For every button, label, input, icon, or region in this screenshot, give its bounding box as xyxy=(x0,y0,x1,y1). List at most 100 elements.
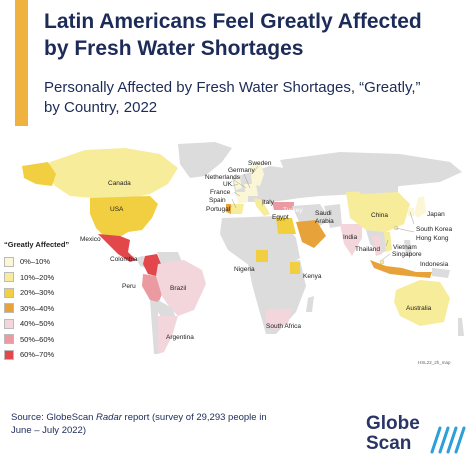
singapore-dot xyxy=(379,259,385,265)
legend-item: 30%–40% xyxy=(4,301,74,317)
label-singapore: Singapore xyxy=(392,251,422,258)
label-spain: Spain xyxy=(209,197,226,204)
legend-swatch xyxy=(4,334,14,345)
legend-item: 40%–50% xyxy=(4,316,74,332)
logo-word-1: Globe xyxy=(366,413,420,434)
legend-label: 60%–70% xyxy=(20,350,55,360)
source-suffix: report (survey of 29,293 people in xyxy=(121,412,267,423)
nigeria-shape xyxy=(256,250,268,262)
russia-shape xyxy=(280,152,462,198)
legend-label: 10%–20% xyxy=(20,272,55,282)
china-shape xyxy=(346,190,410,232)
chile-shape xyxy=(150,300,158,354)
france-shape xyxy=(236,192,248,204)
label-south-africa: South Africa xyxy=(266,323,302,330)
canada-shape xyxy=(46,148,178,198)
label-mexico: Mexico xyxy=(80,236,101,243)
label-italy: Italy xyxy=(262,199,274,206)
label-usa: USA xyxy=(110,206,124,213)
legend-swatch xyxy=(4,349,14,360)
alaska-shape xyxy=(22,162,56,186)
turkey-shape xyxy=(272,202,294,210)
sub-saharan-africa-shape xyxy=(248,260,306,334)
logo-mark-icon xyxy=(430,426,466,454)
south-africa-shape xyxy=(266,308,292,330)
title-line-1: Latin Americans Feel Greatly Affected xyxy=(44,10,422,33)
source-line-2: June – July 2022) xyxy=(11,425,86,436)
label-vietnam: Vietnam xyxy=(393,244,417,251)
label-thailand: Thailand xyxy=(355,246,380,253)
label-hong-kong: Hong Kong xyxy=(416,235,449,242)
legend-item: 20%–30% xyxy=(4,285,74,301)
page-title: Latin Americans Feel Greatly Affected by… xyxy=(44,8,464,62)
label-leader-lines xyxy=(227,165,415,261)
page-subtitle: Personally Affected by Fresh Water Short… xyxy=(44,78,464,118)
philippines-shape xyxy=(404,240,412,256)
accent-bar xyxy=(15,0,28,126)
sweden-shape xyxy=(250,162,264,186)
brazil-shape xyxy=(156,260,206,316)
peru-shape xyxy=(142,274,162,304)
label-china: China xyxy=(371,212,388,219)
label-nigeria: Nigeria xyxy=(234,266,255,273)
subtitle-line-1: Personally Affected by Fresh Water Short… xyxy=(44,79,421,96)
logo-word-2: Scan xyxy=(366,433,412,454)
label-portugal: Portugal xyxy=(206,206,231,213)
label-france: France xyxy=(210,189,231,196)
pakistan-shape xyxy=(324,204,342,228)
mongolia-shape xyxy=(356,182,398,194)
title-line-2: by Fresh Water Shortages xyxy=(44,37,304,60)
vietnam-shape xyxy=(384,232,392,252)
label-uk: UK xyxy=(223,181,233,188)
legend-swatch xyxy=(4,287,14,298)
legend-swatch xyxy=(4,272,14,283)
legend-items: 0%–10% 10%–20% 20%–30% 30%–40% 40%–50% 50%–60… xyxy=(4,254,74,363)
label-egypt: Egypt xyxy=(272,214,289,221)
spain-shape xyxy=(230,204,244,214)
portugal-shape xyxy=(226,204,231,214)
mexico-shape xyxy=(98,234,136,262)
label-australia: Australia xyxy=(406,305,432,312)
label-saudi-arabia-2: Arabia xyxy=(315,218,334,225)
thailand-shape xyxy=(372,236,382,256)
legend-swatch xyxy=(4,303,14,314)
india-shape xyxy=(340,224,362,256)
legend-label: 40%–50% xyxy=(20,319,55,329)
label-japan: Japan xyxy=(427,211,445,218)
label-peru: Peru xyxy=(122,283,136,290)
label-india: India xyxy=(343,234,358,241)
greenland-shape xyxy=(178,142,232,178)
source-note: Source: GlobeScan Radar report (survey o… xyxy=(11,411,331,437)
label-turkey: Turkey xyxy=(283,207,303,214)
legend-label: 20%–30% xyxy=(20,288,55,298)
label-colombia: Colombia xyxy=(110,256,138,263)
indonesia-shape xyxy=(370,260,432,278)
label-germany: Germany xyxy=(228,167,255,174)
label-argentina: Argentina xyxy=(166,334,194,341)
saudi-arabia-shape xyxy=(296,220,326,248)
legend-label: 0%–10% xyxy=(20,257,51,267)
world-map xyxy=(22,142,464,354)
new-zealand-shape xyxy=(458,318,464,336)
egypt-shape xyxy=(276,218,296,234)
legend: “Greatly Affected” 0%–10% 10%–20% 20%–30% 3… xyxy=(4,240,74,363)
usa-shape xyxy=(90,196,158,238)
legend-swatch xyxy=(4,318,14,329)
legend-item: 50%–60% xyxy=(4,332,74,348)
label-kenya: Kenya xyxy=(303,273,322,280)
papua-shape xyxy=(432,268,450,278)
label-saudi-arabia-1: Saudi xyxy=(315,210,332,217)
legend-label: 50%–60% xyxy=(20,334,55,344)
legend-label: 30%–40% xyxy=(20,303,55,313)
kenya-shape xyxy=(290,262,300,274)
legend-title: “Greatly Affected” xyxy=(4,240,70,249)
south-korea-shape xyxy=(408,208,414,216)
globescan-logo: Globe Scan xyxy=(366,408,470,458)
madagascar-shape xyxy=(306,296,314,312)
legend-item: 10%–20% xyxy=(4,270,74,286)
source-italic: Radar xyxy=(96,412,122,423)
legend-swatch xyxy=(4,256,14,267)
label-netherlands: Netherlands xyxy=(205,174,241,181)
italy-shape xyxy=(254,198,270,216)
legend-item: 0%–10% xyxy=(4,254,74,270)
